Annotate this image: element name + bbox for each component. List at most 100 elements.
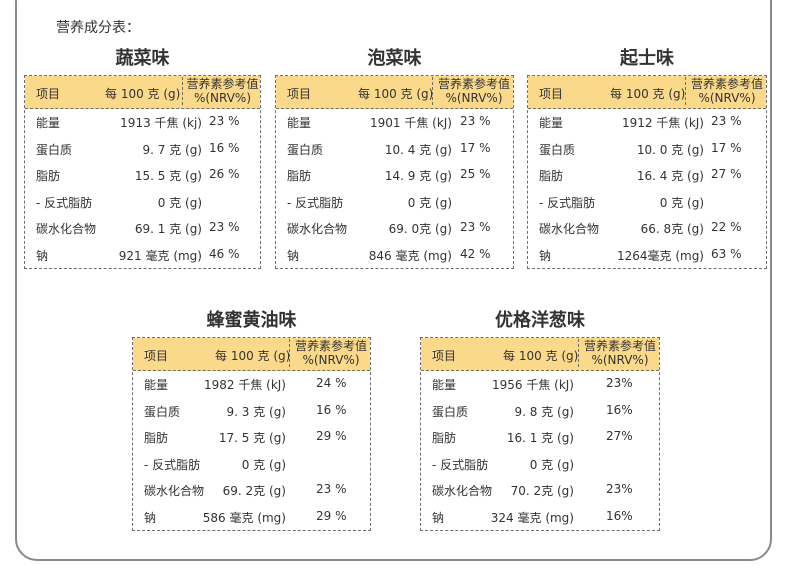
nutrition-table: 项目 每 100 克 (g) 营养素参考值 %(NRV%) 能量 1912 千焦 … [527, 75, 767, 269]
nutrient-name: 钠 [144, 510, 157, 525]
table-row: 能量 1912 千焦 (kJ) 23 % [528, 109, 766, 136]
nutrient-nrv: 22 % [711, 220, 742, 234]
nutrient-name: 能量 [539, 116, 564, 130]
table-row: 碳水化合物 70. 2克 (g) 23% [421, 477, 659, 504]
panel-title: 优格洋葱味 [495, 310, 585, 331]
nutrient-nrv: 23 % [209, 114, 240, 128]
table-body: 能量 1912 千焦 (kJ) 23 % 蛋白质 10. 0 克 (g) 17 % 脂肪 16… [528, 109, 766, 268]
nutrient-value: 70. 2克 (g) [510, 484, 574, 498]
nutrient-name: 蛋白质 [539, 142, 576, 157]
table-row: 脂肪 17. 5 克 (g) 29 % [133, 424, 370, 451]
nutrient-value: 0 克 (g) [659, 195, 704, 210]
nutrient-nrv: 16% [606, 508, 633, 523]
nutrient-nrv: 27 % [711, 167, 742, 181]
header-nrv: 营养素参考值 %(NRV%) [182, 77, 260, 105]
nutrient-name: 碳水化合物 [36, 222, 97, 236]
nutrient-value: 10. 0 克 (g) [636, 142, 704, 157]
nutrient-name: 钠 [539, 248, 552, 263]
header-nrv-line2: %(NRV%) [698, 91, 756, 105]
table-row: 蛋白质 9. 3 克 (g) 16 % [133, 398, 370, 425]
nutrient-nrv: 23 % [460, 220, 491, 234]
nutrient-value: 9. 8 克 (g) [514, 404, 574, 419]
nutrient-value: 69. 2克 (g) [222, 484, 286, 498]
table-row: 蛋白质 9. 8 克 (g) 16% [421, 398, 659, 425]
table-header: 项目 每 100 克 (g) 营养素参考值 %(NRV%) [25, 76, 260, 109]
header-per-100g: 每 100 克 (g) [503, 349, 579, 363]
table-row: - 反式脂肪 0 克 (g) [25, 189, 260, 216]
nutrient-nrv: 25 % [460, 167, 491, 181]
nutrient-nrv: 46 % [209, 246, 240, 261]
header-nrv: 营养素参考值 %(NRV%) [685, 77, 766, 105]
nutrient-value: 1982 千焦 (kJ) [203, 378, 286, 392]
table-row: 蛋白质 9. 7 克 (g) 16 % [25, 136, 260, 163]
nutrient-name: - 反式脂肪 [539, 195, 596, 210]
nutrient-value: 0 克 (g) [241, 457, 286, 472]
nutrient-value: 10. 4 克 (g) [384, 142, 452, 157]
header-item: 项目 [36, 87, 61, 101]
header-per-100g: 每 100 克 (g) [105, 87, 181, 101]
table-header: 项目 每 100 克 (g) 营养素参考值 %(NRV%) [276, 76, 513, 109]
table-header: 项目 每 100 克 (g) 营养素参考值 %(NRV%) [133, 338, 370, 371]
header-nrv-line1: 营养素参考值 [437, 77, 510, 91]
nutrient-name: - 反式脂肪 [36, 195, 93, 210]
nutrient-value: 15. 5 克 (g) [134, 169, 202, 183]
header-nrv-line2: %(NRV%) [591, 353, 649, 367]
nutrient-name: 钠 [36, 248, 49, 263]
nutrient-name: 钠 [432, 510, 445, 525]
nutrient-name: 能量 [432, 378, 457, 392]
nutrient-value: 1913 千焦 (kj) [120, 116, 202, 130]
panel-title: 起士味 [620, 48, 674, 69]
nutrient-value: 17. 5 克 (g) [218, 431, 286, 445]
nutrient-value: 9. 7 克 (g) [142, 142, 202, 157]
header-per-100g: 每 100 克 (g) [610, 87, 686, 101]
nutrient-value: 0 克 (g) [407, 195, 452, 210]
nutrient-nrv: 42 % [460, 246, 491, 261]
nutrition-table: 项目 每 100 克 (g) 营养素参考值 %(NRV%) 能量 1982 千焦 … [132, 337, 371, 531]
nutrient-value: 846 毫克 (mg) [368, 248, 452, 263]
nutrient-name: 钠 [287, 248, 300, 263]
nutrient-value: 1264毫克 (mg) [616, 248, 704, 263]
table-row: 碳水化合物 66. 8克 (g) 22 % [528, 215, 766, 242]
header-item: 项目 [144, 349, 169, 363]
table-row: 碳水化合物 69. 2克 (g) 23 % [133, 477, 370, 504]
table-header: 项目 每 100 克 (g) 营养素参考值 %(NRV%) [421, 338, 659, 371]
header-per-100g: 每 100 克 (g) [358, 87, 434, 101]
nutrient-nrv: 29 % [316, 429, 347, 443]
nutrient-nrv: 23 % [460, 114, 491, 128]
panel-title: 泡菜味 [367, 48, 422, 69]
nutrient-name: - 反式脂肪 [144, 457, 201, 472]
nutrient-name: 蛋白质 [287, 142, 324, 157]
header-nrv-line1: 营养素参考值 [583, 339, 656, 353]
header-nrv: 营养素参考值 %(NRV%) [578, 339, 659, 367]
nutrient-nrv: 24 % [316, 376, 347, 390]
table-row: 脂肪 16. 4 克 (g) 27 % [528, 162, 766, 189]
table-row: - 反式脂肪 0 克 (g) [133, 451, 370, 478]
table-row: 能量 1982 千焦 (kJ) 24 % [133, 371, 370, 398]
nutrient-name: 脂肪 [539, 169, 564, 183]
nutrient-name: 碳水化合物 [539, 222, 600, 236]
header-nrv: 营养素参考值 %(NRV%) [432, 77, 513, 105]
nutrient-name: 脂肪 [287, 169, 312, 183]
table-row: 蛋白质 10. 0 克 (g) 17 % [528, 136, 766, 163]
header-nrv-line2: %(NRV%) [302, 353, 360, 367]
nutrient-nrv: 23% [606, 482, 633, 496]
nutrient-name: 蛋白质 [36, 142, 73, 157]
nutrient-nrv: 23% [606, 376, 633, 390]
nutrient-name: - 反式脂肪 [432, 457, 489, 472]
header-item: 项目 [432, 349, 457, 363]
nutrient-name: 蛋白质 [144, 404, 181, 419]
nutrient-value: 1901 千焦 (kJ) [369, 116, 452, 130]
table-row: 钠 846 毫克 (mg) 42 % [276, 242, 513, 269]
header-nrv-line2: %(NRV%) [445, 91, 503, 105]
nutrient-value: 9. 3 克 (g) [226, 404, 286, 419]
nutrient-nrv: 29 % [316, 508, 347, 523]
nutrient-value: 16. 4 克 (g) [636, 169, 704, 183]
nutrient-value: 69. 0克 (g) [388, 222, 452, 236]
nutrient-value: 1912 千焦 (kJ) [621, 116, 704, 130]
nutrient-name: 脂肪 [432, 431, 457, 445]
nutrient-value: 16. 1 克 (g) [506, 431, 574, 445]
nutrient-value: 0 克 (g) [529, 457, 574, 472]
table-row: 钠 324 毫克 (mg) 16% [421, 504, 659, 531]
page-frame [15, 0, 772, 561]
header-nrv-line2: %(NRV%) [193, 91, 252, 105]
